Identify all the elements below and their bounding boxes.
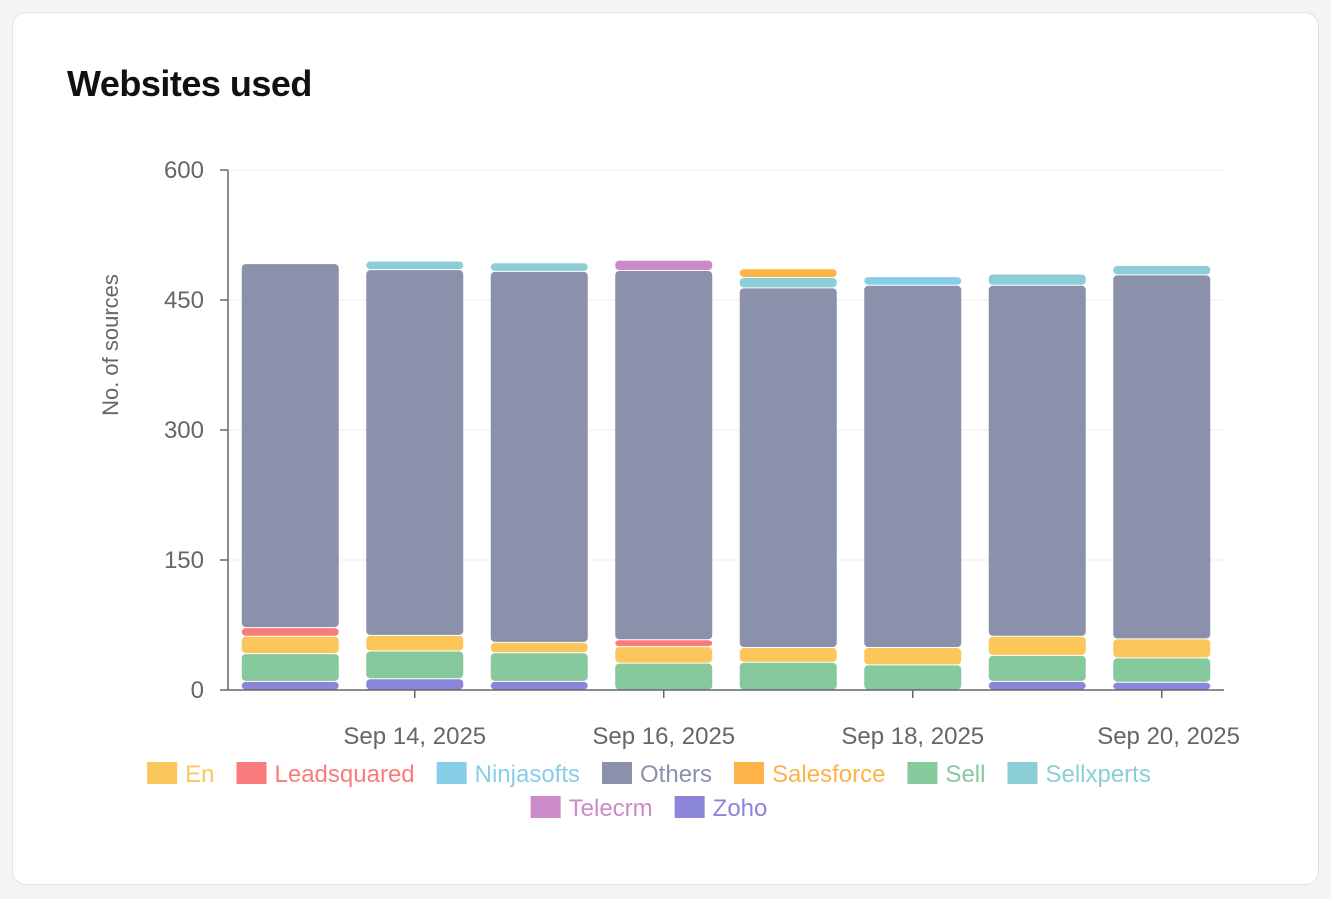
bar-stack-sep-14-2025 — [366, 261, 464, 690]
bar-segment-others-3[interactable] — [615, 271, 713, 640]
y-tick-label-300: 300 — [164, 417, 204, 444]
bar-segment-en-3[interactable] — [615, 647, 713, 663]
legend-swatch-sellxperts — [1007, 762, 1038, 784]
legend-item-others[interactable]: Others — [602, 761, 712, 788]
legend-swatch-leadsquared — [236, 762, 267, 784]
legend-item-en[interactable]: En — [147, 761, 215, 788]
bar-stack-sep-17-2025 — [739, 269, 837, 690]
legend-item-salesforce[interactable]: Salesforce — [734, 761, 885, 788]
bar-segment-zoho-7[interactable] — [1113, 682, 1211, 690]
legend: En Leadsquared Ninjasofts Others Salesforce S… — [147, 761, 1151, 822]
bar-segment-leadsquared-0[interactable] — [241, 628, 339, 636]
bar-segment-salesforce-4[interactable] — [739, 269, 837, 277]
bar-segment-en-2[interactable] — [490, 642, 588, 653]
bar-segment-en-5[interactable] — [864, 648, 962, 665]
bar-segment-sellxperts-4[interactable] — [739, 277, 837, 288]
bar-segment-sell-7[interactable] — [1113, 658, 1211, 682]
bar-segment-en-0[interactable] — [241, 636, 339, 654]
bar-stack-sep-20-2025 — [1113, 265, 1211, 690]
y-tick-label-150: 150 — [164, 547, 204, 574]
x-tick-label-sep-14-2025: Sep 14, 2025 — [343, 723, 486, 750]
legend-swatch-telecrm — [530, 796, 561, 818]
bar-stack-sep-15-2025 — [490, 263, 588, 690]
legend-label-others: Others — [640, 761, 712, 788]
bar-segment-others-6[interactable] — [988, 285, 1086, 636]
bar-stack-sep-16-2025 — [615, 260, 713, 690]
y-tick-label-600: 600 — [164, 157, 204, 184]
legend-label-sellxperts: Sellxperts — [1045, 761, 1150, 788]
bar-segment-others-5[interactable] — [864, 285, 962, 648]
legend-label-zoho: Zoho — [713, 795, 768, 822]
legend-label-salesforce: Salesforce — [772, 761, 885, 788]
bar-segment-others-7[interactable] — [1113, 275, 1211, 639]
bar-segment-sellxperts-2[interactable] — [490, 263, 588, 271]
bar-segment-sell-1[interactable] — [366, 651, 464, 679]
bar-segment-sell-2[interactable] — [490, 653, 588, 681]
legend-swatch-ninjasofts — [436, 762, 467, 784]
legend-label-leadsquared: Leadsquared — [275, 761, 415, 788]
bar-segment-zoho-6[interactable] — [988, 681, 1086, 690]
legend-item-zoho[interactable]: Zoho — [674, 795, 768, 822]
bar-segment-ninjasofts-5[interactable] — [864, 277, 962, 285]
x-tick-label-sep-18-2025: Sep 18, 2025 — [841, 723, 984, 750]
x-tick-label-sep-16-2025: Sep 16, 2025 — [592, 723, 735, 750]
y-tick-label-450: 450 — [164, 287, 204, 314]
bar-segment-sellxperts-7[interactable] — [1113, 265, 1211, 275]
bar-segment-sellxperts-6[interactable] — [988, 274, 1086, 285]
legend-swatch-others — [602, 762, 633, 784]
legend-item-sellxperts[interactable]: Sellxperts — [1007, 761, 1151, 788]
legend-swatch-salesforce — [734, 762, 765, 784]
bar-segment-others-0[interactable] — [241, 264, 339, 628]
x-tick-label-sep-20-2025: Sep 20, 2025 — [1097, 723, 1240, 750]
bar-segment-zoho-0[interactable] — [241, 681, 339, 690]
legend-label-sell: Sell — [945, 761, 985, 788]
bar-segment-sellxperts-1[interactable] — [366, 261, 464, 270]
legend-swatch-en — [147, 762, 178, 784]
bar-segment-en-4[interactable] — [739, 648, 837, 662]
legend-label-telecrm: Telecrm — [569, 795, 653, 822]
legend-item-telecrm[interactable]: Telecrm — [530, 795, 653, 822]
legend-swatch-sell — [907, 762, 938, 784]
legend-swatch-zoho — [674, 796, 705, 818]
bar-segment-others-4[interactable] — [739, 288, 837, 648]
bar-segment-en-7[interactable] — [1113, 639, 1211, 658]
axes: 0 150 300 450 600 Sep 14, 2025 Sep 16, 2025 Sep… — [98, 157, 1240, 750]
bar-segment-en-1[interactable] — [366, 635, 464, 651]
bars — [241, 260, 1211, 690]
bar-segment-en-6[interactable] — [988, 636, 1086, 655]
bar-segment-sell-4[interactable] — [739, 662, 837, 690]
legend-label-en: En — [185, 761, 214, 788]
bar-stack-sep-13-2025 — [241, 264, 339, 690]
bar-segment-zoho-2[interactable] — [490, 681, 588, 690]
legend-item-sell[interactable]: Sell — [907, 761, 985, 788]
bar-segment-leadsquared-3[interactable] — [615, 640, 713, 647]
y-tick-label-0: 0 — [191, 677, 204, 704]
bar-segment-sell-3[interactable] — [615, 663, 713, 690]
bar-segment-telecrm-3[interactable] — [615, 260, 713, 271]
bar-stack-sep-19-2025 — [988, 274, 1086, 690]
bar-segment-sell-0[interactable] — [241, 654, 339, 681]
bar-segment-sell-6[interactable] — [988, 655, 1086, 681]
bar-segment-sell-5[interactable] — [864, 665, 962, 690]
bar-segment-zoho-1[interactable] — [366, 679, 464, 690]
bar-segment-others-2[interactable] — [490, 271, 588, 642]
y-axis-title: No. of sources — [98, 274, 123, 416]
bar-segment-others-1[interactable] — [366, 270, 464, 635]
bar-stack-sep-18-2025 — [864, 277, 962, 690]
legend-label-ninjasofts: Ninjasofts — [475, 761, 580, 788]
legend-item-leadsquared[interactable]: Leadsquared — [236, 761, 415, 788]
card-title: Websites used — [67, 63, 312, 104]
legend-item-ninjasofts[interactable]: Ninjasofts — [436, 761, 580, 788]
